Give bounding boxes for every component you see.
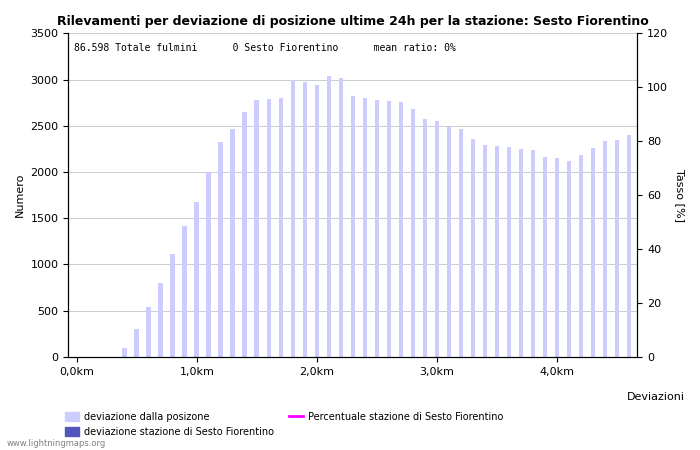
Y-axis label: Tasso [%]: Tasso [%] (675, 169, 685, 221)
Bar (290, 80, 295, 357)
Bar (302, 82, 307, 357)
Bar (351, 96, 356, 357)
Bar (363, 98, 368, 357)
Bar (470, 139, 475, 357)
Bar (615, 140, 620, 357)
Bar (374, 100, 379, 357)
Bar (158, 283, 163, 357)
Bar (554, 158, 559, 357)
Bar (531, 150, 536, 357)
Bar (206, 172, 211, 357)
Bar (339, 78, 343, 357)
Bar (218, 142, 223, 357)
Bar (267, 99, 272, 357)
Bar (411, 109, 415, 357)
Bar (255, 100, 259, 357)
Bar (519, 149, 524, 357)
Title: Rilevamenti per deviazione di posizione ultime 24h per la stazione: Sesto Fioren: Rilevamenti per deviazione di posizione … (57, 15, 649, 28)
Y-axis label: Numero: Numero (15, 173, 25, 217)
Bar (134, 329, 139, 357)
Bar (146, 307, 151, 357)
Bar (122, 347, 127, 357)
Bar (482, 145, 487, 357)
Text: www.lightningmaps.org: www.lightningmaps.org (7, 439, 106, 448)
Bar (579, 155, 584, 357)
Bar (171, 254, 175, 357)
Bar (195, 202, 200, 357)
Bar (183, 225, 188, 357)
Bar (542, 157, 547, 357)
Bar (495, 146, 499, 357)
Bar (398, 102, 403, 357)
Text: Deviazioni: Deviazioni (626, 392, 685, 402)
Bar (447, 126, 452, 357)
Text: 86.598 Totale fulmini      0 Sesto Fiorentino      mean ratio: 0%: 86.598 Totale fulmini 0 Sesto Fiorentino… (74, 43, 456, 53)
Bar (242, 112, 247, 357)
Bar (567, 161, 571, 357)
Bar (458, 129, 463, 357)
Bar (507, 147, 512, 357)
Bar (326, 76, 331, 357)
Bar (314, 85, 319, 357)
Bar (591, 148, 596, 357)
Bar (626, 135, 631, 357)
Bar (435, 121, 440, 357)
Bar (386, 101, 391, 357)
Bar (423, 119, 428, 357)
Bar (230, 129, 235, 357)
Legend: deviazione dalla posizone, deviazione stazione di Sesto Fiorentino, Percentuale : deviazione dalla posizone, deviazione st… (61, 408, 508, 441)
Bar (279, 98, 284, 357)
Bar (603, 141, 608, 357)
